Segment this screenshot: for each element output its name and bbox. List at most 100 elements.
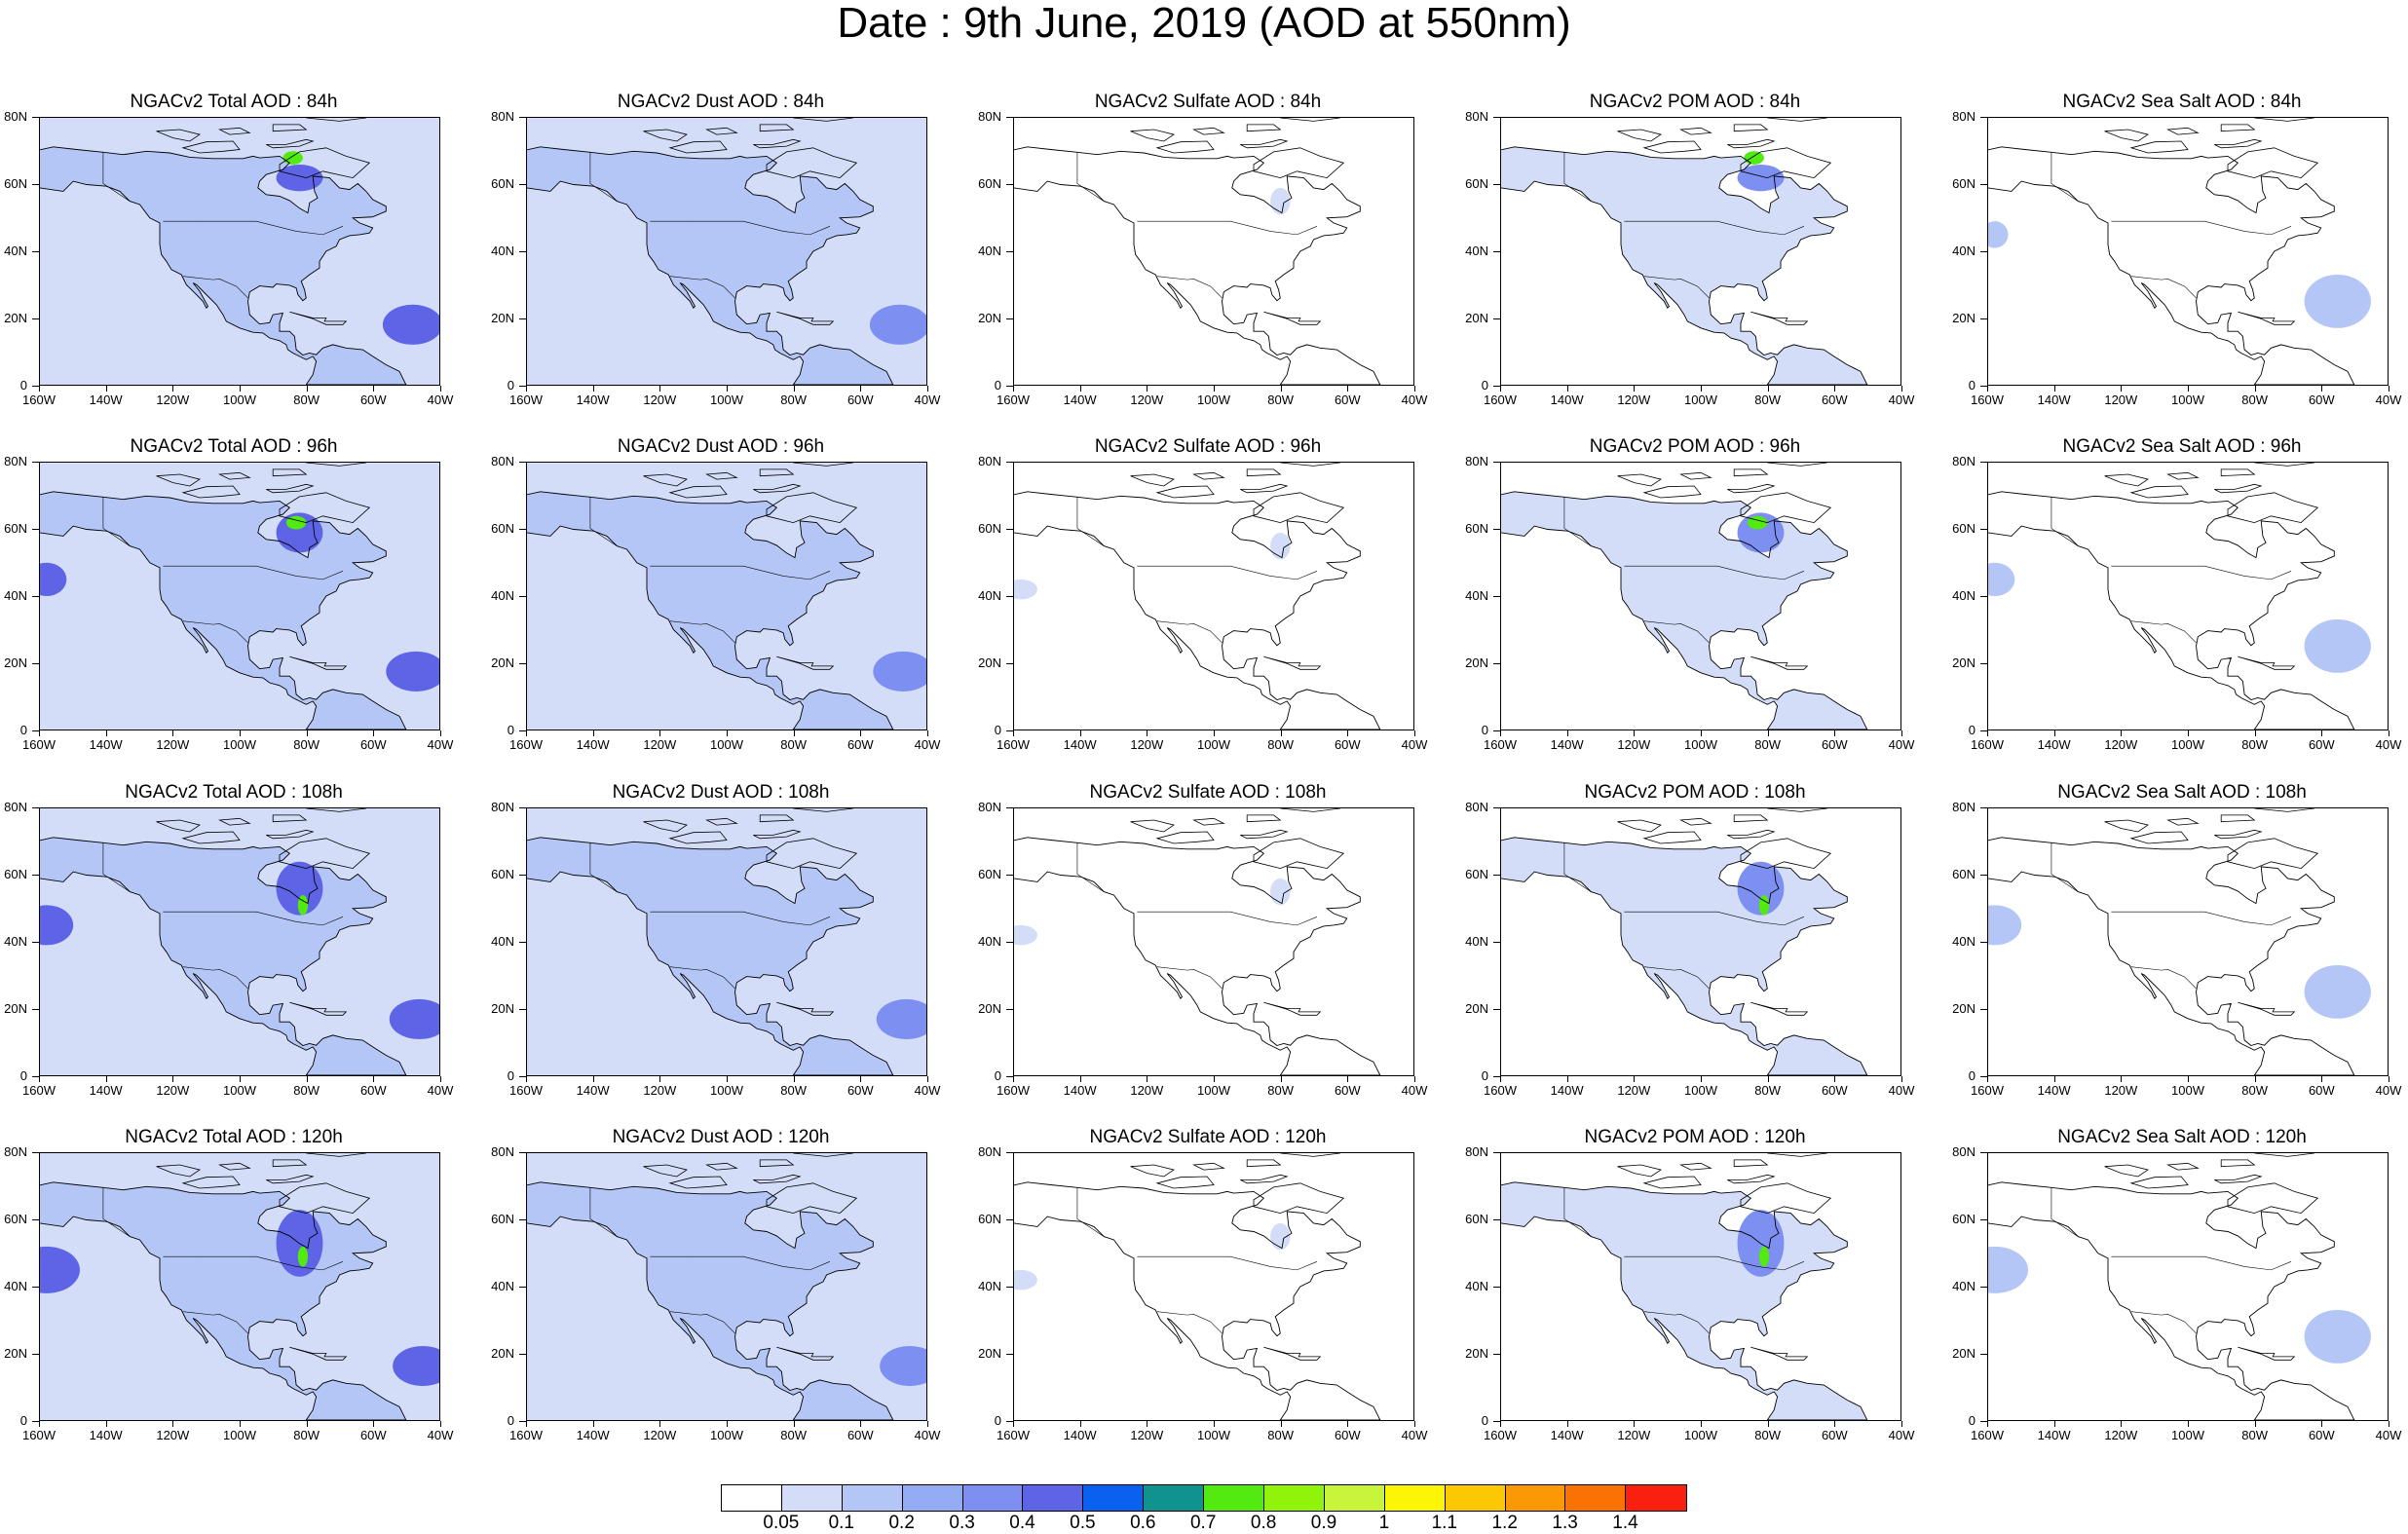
- lat-label: 60N: [4, 521, 27, 536]
- us-canada-border: [1624, 1255, 1805, 1271]
- map-panel: NGACv2 Dust AOD : 120h 80N 60N 40N 20N 0 160W 1…: [487, 1121, 955, 1467]
- us-canada-border: [163, 220, 344, 236]
- lat-label: 0: [1968, 1068, 1975, 1083]
- map-panel: NGACv2 Dust AOD : 84h 80N 60N 40N 20N 0 160W 14…: [487, 86, 955, 431]
- island-outline: [793, 118, 853, 122]
- lon-tick: [1566, 1421, 1568, 1427]
- lon-tick: [1414, 730, 1415, 736]
- map-panel: NGACv2 Dust AOD : 108h 80N 60N 40N 20N 0 160W 1…: [487, 776, 955, 1122]
- lon-label: 60W: [1334, 1083, 1361, 1098]
- sulfate-plume: [1270, 532, 1291, 560]
- lat-tick: [1493, 462, 1500, 463]
- lon-tick: [592, 1421, 594, 1427]
- lon-label: 80W: [2241, 1083, 2269, 1098]
- lon-label: 140W: [89, 393, 123, 407]
- lat-label: 20N: [1952, 1001, 1975, 1016]
- lat-label: 40N: [1465, 934, 1488, 949]
- colorbar-cell: [1565, 1485, 1627, 1511]
- lon-label: 160W: [1971, 737, 2004, 752]
- lon-label: 60W: [847, 1428, 874, 1442]
- lon-tick: [526, 1421, 527, 1427]
- lon-tick: [105, 1421, 107, 1427]
- island-outline: [759, 814, 795, 823]
- lon-label: 100W: [223, 1428, 256, 1442]
- island-outline: [776, 1001, 835, 1016]
- colorbar-label: 1.2: [1491, 1513, 1518, 1533]
- lat-tick: [32, 386, 39, 387]
- map-frame: [1500, 1152, 1901, 1421]
- lon-label: 40W: [1401, 1428, 1428, 1442]
- coastline: [527, 837, 894, 1075]
- lat-label: 0: [19, 378, 27, 393]
- lon-label: 40W: [1401, 737, 1428, 752]
- island-outline: [2238, 1001, 2296, 1016]
- lon-label: 120W: [2104, 1428, 2138, 1442]
- lon-label: 80W: [1754, 737, 1782, 752]
- lat-tick: [1493, 1076, 1500, 1077]
- island-outline: [766, 147, 858, 179]
- us-canada-border: [1137, 565, 1318, 580]
- island-outline: [2214, 1174, 2263, 1184]
- lat-tick: [32, 318, 39, 319]
- lat-label: 60N: [491, 1212, 514, 1226]
- lat-tick: [1493, 1287, 1500, 1288]
- island-outline: [218, 1162, 251, 1171]
- lon-tick: [1987, 386, 1988, 392]
- lon-tick: [373, 1421, 375, 1427]
- lon-label: 160W: [509, 1428, 543, 1442]
- alaska-border: [102, 842, 131, 892]
- alaska-border: [1076, 497, 1105, 546]
- smoke-core: [1747, 515, 1768, 530]
- map-panel: NGACv2 Dust AOD : 96h 80N 60N 40N 20N 0 160W 14…: [487, 430, 955, 776]
- panel-title: NGACv2 Sea Salt AOD : 108h: [2057, 782, 2307, 803]
- lon-label: 120W: [1617, 393, 1651, 407]
- lat-tick: [1980, 318, 1987, 319]
- lon-label: 80W: [1754, 393, 1782, 407]
- aod-map: [40, 463, 439, 730]
- dust-plume: [386, 651, 439, 692]
- panel-title: NGACv2 Dust AOD : 96h: [617, 436, 825, 457]
- island-outline: [668, 140, 728, 154]
- lat-label: 40N: [4, 588, 27, 603]
- seasalt-plume: [1988, 562, 2015, 596]
- coastline: [40, 1181, 407, 1420]
- lat-label: 20N: [4, 311, 27, 325]
- lon-label: 80W: [293, 393, 320, 407]
- lat-tick: [1006, 1009, 1013, 1010]
- lon-label: 160W: [22, 1428, 56, 1442]
- lon-tick: [2188, 730, 2189, 736]
- us-canada-border: [2111, 911, 2292, 926]
- lat-label: 60N: [4, 867, 27, 881]
- lon-label: 60W: [2308, 737, 2335, 752]
- lat-label: 20N: [978, 311, 1001, 325]
- lat-label: 20N: [4, 655, 27, 670]
- island-outline: [218, 127, 251, 135]
- lat-tick: [1006, 318, 1013, 319]
- lon-tick: [860, 1076, 862, 1082]
- colorbar-cell: [1505, 1485, 1566, 1511]
- aod-land-field: [1988, 837, 2354, 1075]
- aod-map: [1501, 118, 1900, 385]
- lon-label: 100W: [1684, 737, 1717, 752]
- lon-label: 140W: [1063, 737, 1097, 752]
- island-outline: [793, 463, 853, 467]
- lon-tick: [1767, 730, 1769, 736]
- lat-tick: [1493, 184, 1500, 185]
- lat-label: 60N: [1465, 1212, 1488, 1226]
- panel-title: NGACv2 Sea Salt AOD : 120h: [2057, 1127, 2307, 1147]
- lat-tick: [1493, 529, 1500, 530]
- colorbar-label: 1: [1378, 1513, 1390, 1533]
- lon-tick: [440, 730, 441, 736]
- island-outline: [2104, 473, 2149, 487]
- us-mexico-border: [1156, 620, 1223, 644]
- lat-label: 40N: [1465, 243, 1488, 258]
- alaska-border: [102, 497, 131, 546]
- smoke-plume: [276, 164, 323, 192]
- lat-tick: [1006, 1219, 1013, 1220]
- lon-label: 80W: [1267, 1083, 1295, 1098]
- lon-tick: [39, 1076, 40, 1082]
- lat-tick: [1493, 251, 1500, 252]
- lon-label: 160W: [1484, 393, 1517, 407]
- lon-tick: [1834, 1076, 1836, 1082]
- lon-tick: [526, 386, 527, 392]
